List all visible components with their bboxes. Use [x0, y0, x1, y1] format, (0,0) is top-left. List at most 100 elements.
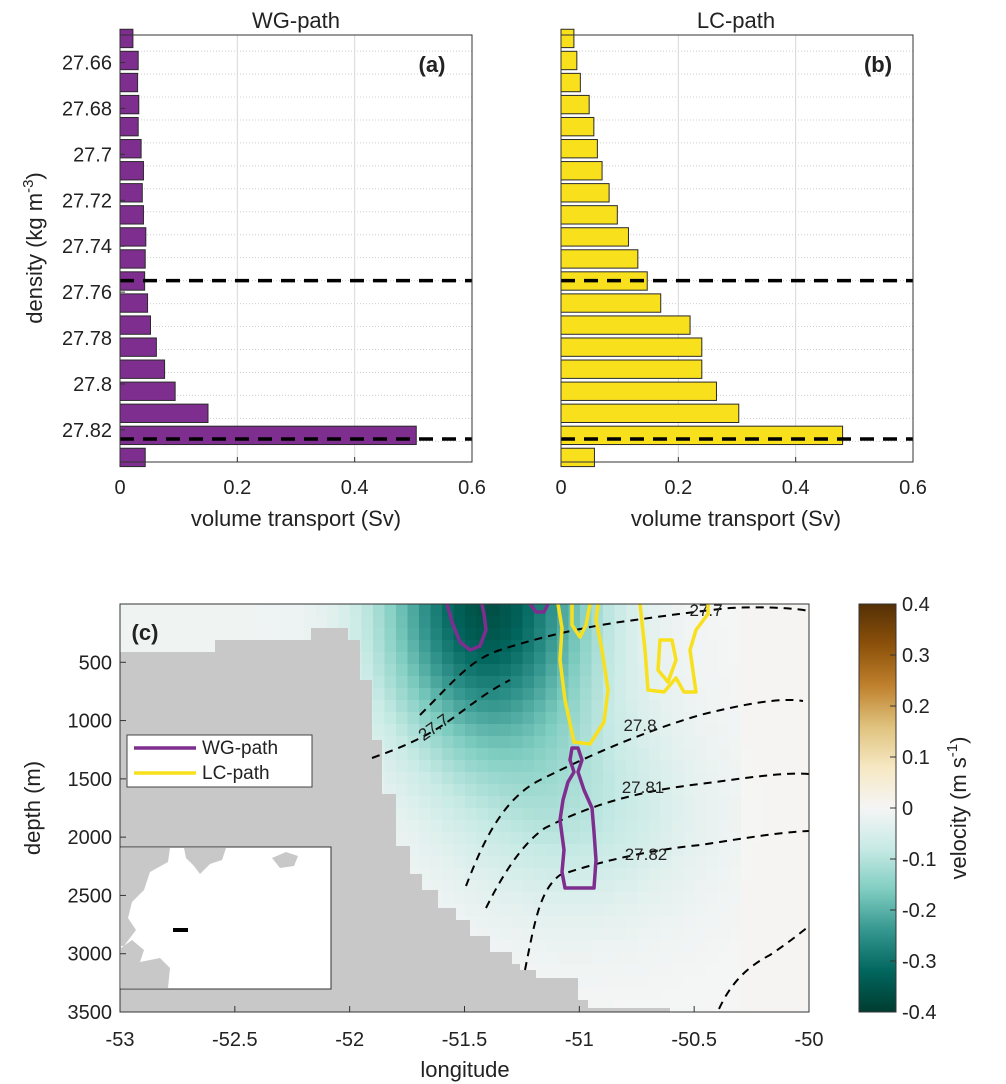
velocity-cell [695, 880, 707, 893]
bar [560, 72, 581, 93]
velocity-cell [775, 736, 788, 749]
velocity-cell [603, 988, 615, 1001]
velocity-cell [614, 916, 627, 929]
velocity-cell [798, 640, 809, 653]
velocity-cell [545, 964, 558, 977]
velocity-cell [511, 820, 523, 833]
velocity-cell [304, 616, 316, 629]
velocity-cell [752, 640, 765, 653]
velocity-cell [752, 784, 765, 797]
velocity-cell [752, 928, 765, 941]
colorbar-bar [858, 603, 897, 1013]
velocity-cell [396, 832, 408, 845]
velocity-cell [154, 628, 167, 641]
velocity-cell [695, 676, 707, 689]
velocity-cell [511, 664, 523, 677]
velocity-cell [465, 736, 477, 749]
inset-greenland [184, 848, 226, 874]
panel-a-plot-area [120, 35, 472, 462]
velocity-cell [407, 628, 420, 641]
velocity-cell [718, 988, 730, 1001]
velocity-cell [545, 676, 558, 689]
legend-lc-label: LC-path [202, 763, 270, 784]
velocity-cell [775, 724, 788, 737]
velocity-cell [499, 844, 512, 857]
y-tick-label: 3000 [68, 944, 113, 966]
bar [119, 94, 140, 115]
velocity-cell [706, 916, 719, 929]
velocity-cell [672, 964, 684, 977]
velocity-cell [407, 796, 420, 809]
velocity-cell [752, 820, 765, 833]
velocity-cell [200, 640, 213, 653]
velocity-cell [660, 628, 673, 641]
velocity-cell [741, 976, 753, 989]
velocity-cell [534, 784, 546, 797]
velocity-cell [649, 928, 661, 941]
velocity-cell [419, 772, 431, 785]
velocity-cell [798, 652, 809, 665]
velocity-cell [626, 892, 638, 905]
velocity-cell [787, 640, 799, 653]
velocity-cell [476, 916, 489, 929]
velocity-cell [212, 628, 224, 641]
velocity-cell [453, 784, 466, 797]
velocity-cell [557, 940, 569, 953]
velocity-cell [511, 844, 523, 857]
velocity-cell [545, 724, 558, 737]
velocity-cell [338, 616, 351, 629]
velocity-cell [603, 904, 615, 917]
velocity-cell [660, 700, 673, 713]
bar [119, 227, 147, 247]
velocity-cell [568, 640, 581, 653]
velocity-cell [442, 760, 454, 773]
velocity-cell [649, 700, 661, 713]
velocity-cell [672, 952, 684, 965]
bar [560, 403, 740, 423]
velocity-cell [706, 868, 719, 881]
velocity-cell [764, 760, 776, 773]
velocity-cell [741, 1000, 753, 1012]
velocity-cell [200, 604, 213, 617]
velocity-cell [557, 964, 569, 977]
velocity-cell [511, 928, 523, 941]
velocity-cell [787, 904, 799, 917]
velocity-cell [614, 868, 627, 881]
velocity-cell [603, 784, 615, 797]
velocity-cell [430, 868, 443, 881]
panel-a-ylabel: density (kg m-3) [20, 172, 47, 324]
velocity-cell [729, 736, 742, 749]
velocity-cell [729, 832, 742, 845]
velocity-cell [649, 880, 661, 893]
velocity-cell [465, 784, 477, 797]
velocity-cell [729, 616, 742, 629]
bar [560, 337, 703, 357]
velocity-cell [476, 724, 489, 737]
velocity-cell [729, 856, 742, 869]
velocity-cell [660, 964, 673, 977]
velocity-cell [246, 616, 259, 629]
x-tick-label: -53 [106, 1029, 135, 1051]
velocity-cell [488, 652, 500, 665]
velocity-cell [258, 628, 270, 641]
velocity-cell [419, 700, 431, 713]
velocity-cell [557, 892, 569, 905]
velocity-cell [626, 928, 638, 941]
velocity-cell [166, 640, 178, 653]
velocity-cell [695, 700, 707, 713]
velocity-cell [695, 868, 707, 881]
x-tick-label: 0 [114, 477, 125, 499]
velocity-cell [545, 748, 558, 761]
velocity-cell [706, 640, 719, 653]
velocity-cell [637, 916, 650, 929]
velocity-cell [522, 760, 535, 773]
velocity-cell [729, 808, 742, 821]
velocity-cell [775, 964, 788, 977]
velocity-cell [568, 892, 581, 905]
velocity-cell [706, 928, 719, 941]
colorbar-tick-label: -0.3 [902, 951, 936, 973]
wg-path-upper-right [528, 604, 550, 614]
velocity-cell [649, 892, 661, 905]
velocity-cell [637, 976, 650, 989]
velocity-cell [488, 676, 500, 689]
